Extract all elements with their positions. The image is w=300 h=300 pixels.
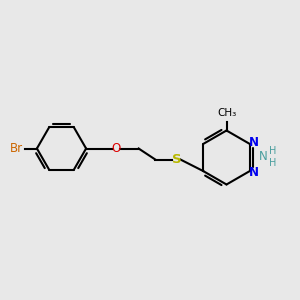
Text: O: O [112, 142, 121, 155]
Text: Br: Br [10, 142, 23, 155]
Text: S: S [172, 153, 181, 166]
Text: CH₃: CH₃ [217, 109, 236, 118]
Text: H: H [269, 158, 277, 168]
Text: N: N [259, 149, 268, 163]
Text: N: N [248, 136, 259, 149]
Text: H: H [269, 146, 277, 156]
Text: N: N [248, 166, 259, 179]
